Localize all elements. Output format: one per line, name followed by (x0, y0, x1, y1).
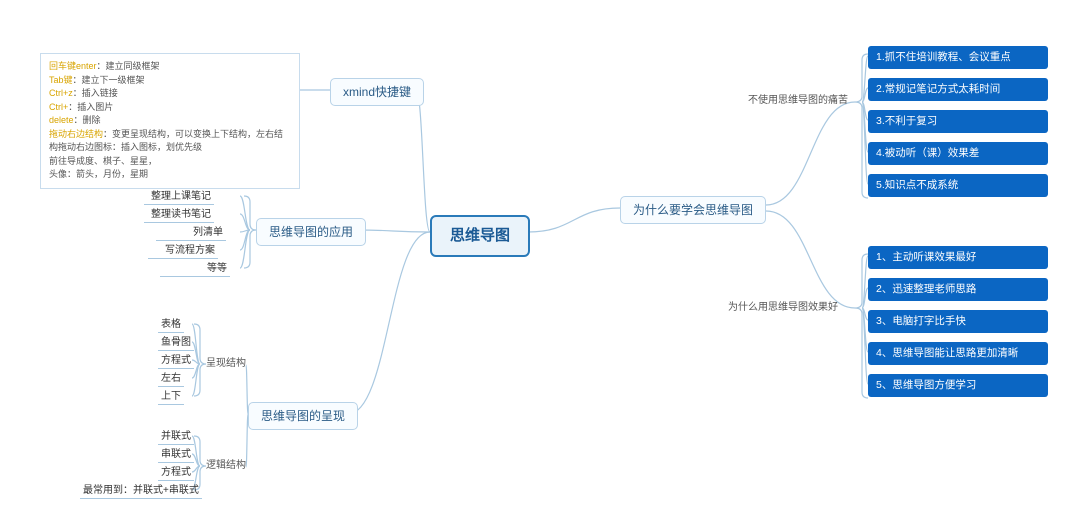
leaf-blue[interactable]: 1、主动听课效果最好 (868, 246, 1048, 269)
center-topic[interactable]: 思维导图 (430, 215, 530, 257)
node-why[interactable]: 为什么要学会思维导图 (620, 196, 766, 224)
leaf[interactable]: 等等 (160, 262, 230, 277)
leaf[interactable]: 整理上课笔记 (144, 190, 214, 205)
xmind-note-box: 回车键enter：建立同级框架Tab键：建立下一级框架Ctrl+z：插入链接Ct… (40, 53, 300, 189)
leaf-blue[interactable]: 2.常规记笔记方式太耗时间 (868, 78, 1048, 101)
leaf-blue[interactable]: 3、电脑打字比手快 (868, 310, 1048, 333)
leaf[interactable]: 表格 (158, 318, 184, 333)
label-good: 为什么用思维导图效果好 (728, 302, 838, 314)
leaf-blue[interactable]: 1.抓不住培训教程、会议重点 (868, 46, 1048, 69)
leaf-blue[interactable]: 5.知识点不成系统 (868, 174, 1048, 197)
node-xmind[interactable]: xmind快捷键 (330, 78, 424, 106)
label-logic: 逻辑结构 (206, 460, 246, 472)
leaf[interactable]: 串联式 (158, 448, 194, 463)
leaf[interactable]: 写流程方案 (148, 244, 218, 259)
leaf-blue[interactable]: 2、迅速整理老师思路 (868, 278, 1048, 301)
leaf-blue[interactable]: 3.不利于复习 (868, 110, 1048, 133)
leaf[interactable]: 方程式 (158, 354, 194, 369)
node-present[interactable]: 思维导图的呈现 (248, 402, 358, 430)
leaf-blue[interactable]: 4.被动听（课）效果差 (868, 142, 1048, 165)
leaf-blue[interactable]: 5、思维导图方便学习 (868, 374, 1048, 397)
label-struct: 呈现结构 (206, 358, 246, 370)
leaf-blue[interactable]: 4、思维导图能让思路更加清晰 (868, 342, 1048, 365)
node-apps[interactable]: 思维导图的应用 (256, 218, 366, 246)
leaf[interactable]: 方程式 (158, 466, 194, 481)
leaf[interactable]: 整理读书笔记 (144, 208, 214, 223)
leaf[interactable]: 并联式 (158, 430, 194, 445)
leaf[interactable]: 最常用到：并联式+串联式 (80, 484, 202, 499)
label-pain: 不使用思维导图的痛苦 (748, 95, 848, 107)
leaf[interactable]: 上下 (158, 390, 184, 405)
leaf[interactable]: 鱼骨图 (158, 336, 194, 351)
leaf[interactable]: 左右 (158, 372, 184, 387)
leaf[interactable]: 列清单 (156, 226, 226, 241)
